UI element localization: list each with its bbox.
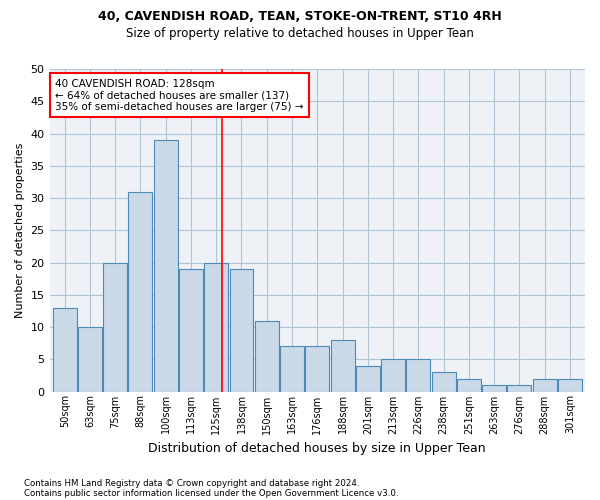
Y-axis label: Number of detached properties: Number of detached properties xyxy=(15,142,25,318)
Text: 40 CAVENDISH ROAD: 128sqm
← 64% of detached houses are smaller (137)
35% of semi: 40 CAVENDISH ROAD: 128sqm ← 64% of detac… xyxy=(55,78,304,112)
Bar xyxy=(128,192,152,392)
Text: 40, CAVENDISH ROAD, TEAN, STOKE-ON-TRENT, ST10 4RH: 40, CAVENDISH ROAD, TEAN, STOKE-ON-TRENT… xyxy=(98,10,502,23)
Bar xyxy=(204,262,228,392)
Bar xyxy=(533,378,557,392)
Bar xyxy=(179,269,203,392)
Text: Contains HM Land Registry data © Crown copyright and database right 2024.: Contains HM Land Registry data © Crown c… xyxy=(24,478,359,488)
Bar xyxy=(53,308,77,392)
Bar xyxy=(103,262,127,392)
Text: Contains public sector information licensed under the Open Government Licence v3: Contains public sector information licen… xyxy=(24,488,398,498)
Bar xyxy=(255,320,279,392)
Bar xyxy=(331,340,355,392)
Text: Size of property relative to detached houses in Upper Tean: Size of property relative to detached ho… xyxy=(126,28,474,40)
Bar xyxy=(305,346,329,392)
Bar xyxy=(356,366,380,392)
Bar xyxy=(508,385,532,392)
Bar xyxy=(280,346,304,392)
Bar xyxy=(230,269,253,392)
Bar xyxy=(381,360,405,392)
Bar xyxy=(457,378,481,392)
Bar xyxy=(482,385,506,392)
Bar xyxy=(431,372,455,392)
Bar xyxy=(406,360,430,392)
Bar xyxy=(154,140,178,392)
Bar xyxy=(558,378,582,392)
X-axis label: Distribution of detached houses by size in Upper Tean: Distribution of detached houses by size … xyxy=(148,442,486,455)
Bar xyxy=(78,327,102,392)
